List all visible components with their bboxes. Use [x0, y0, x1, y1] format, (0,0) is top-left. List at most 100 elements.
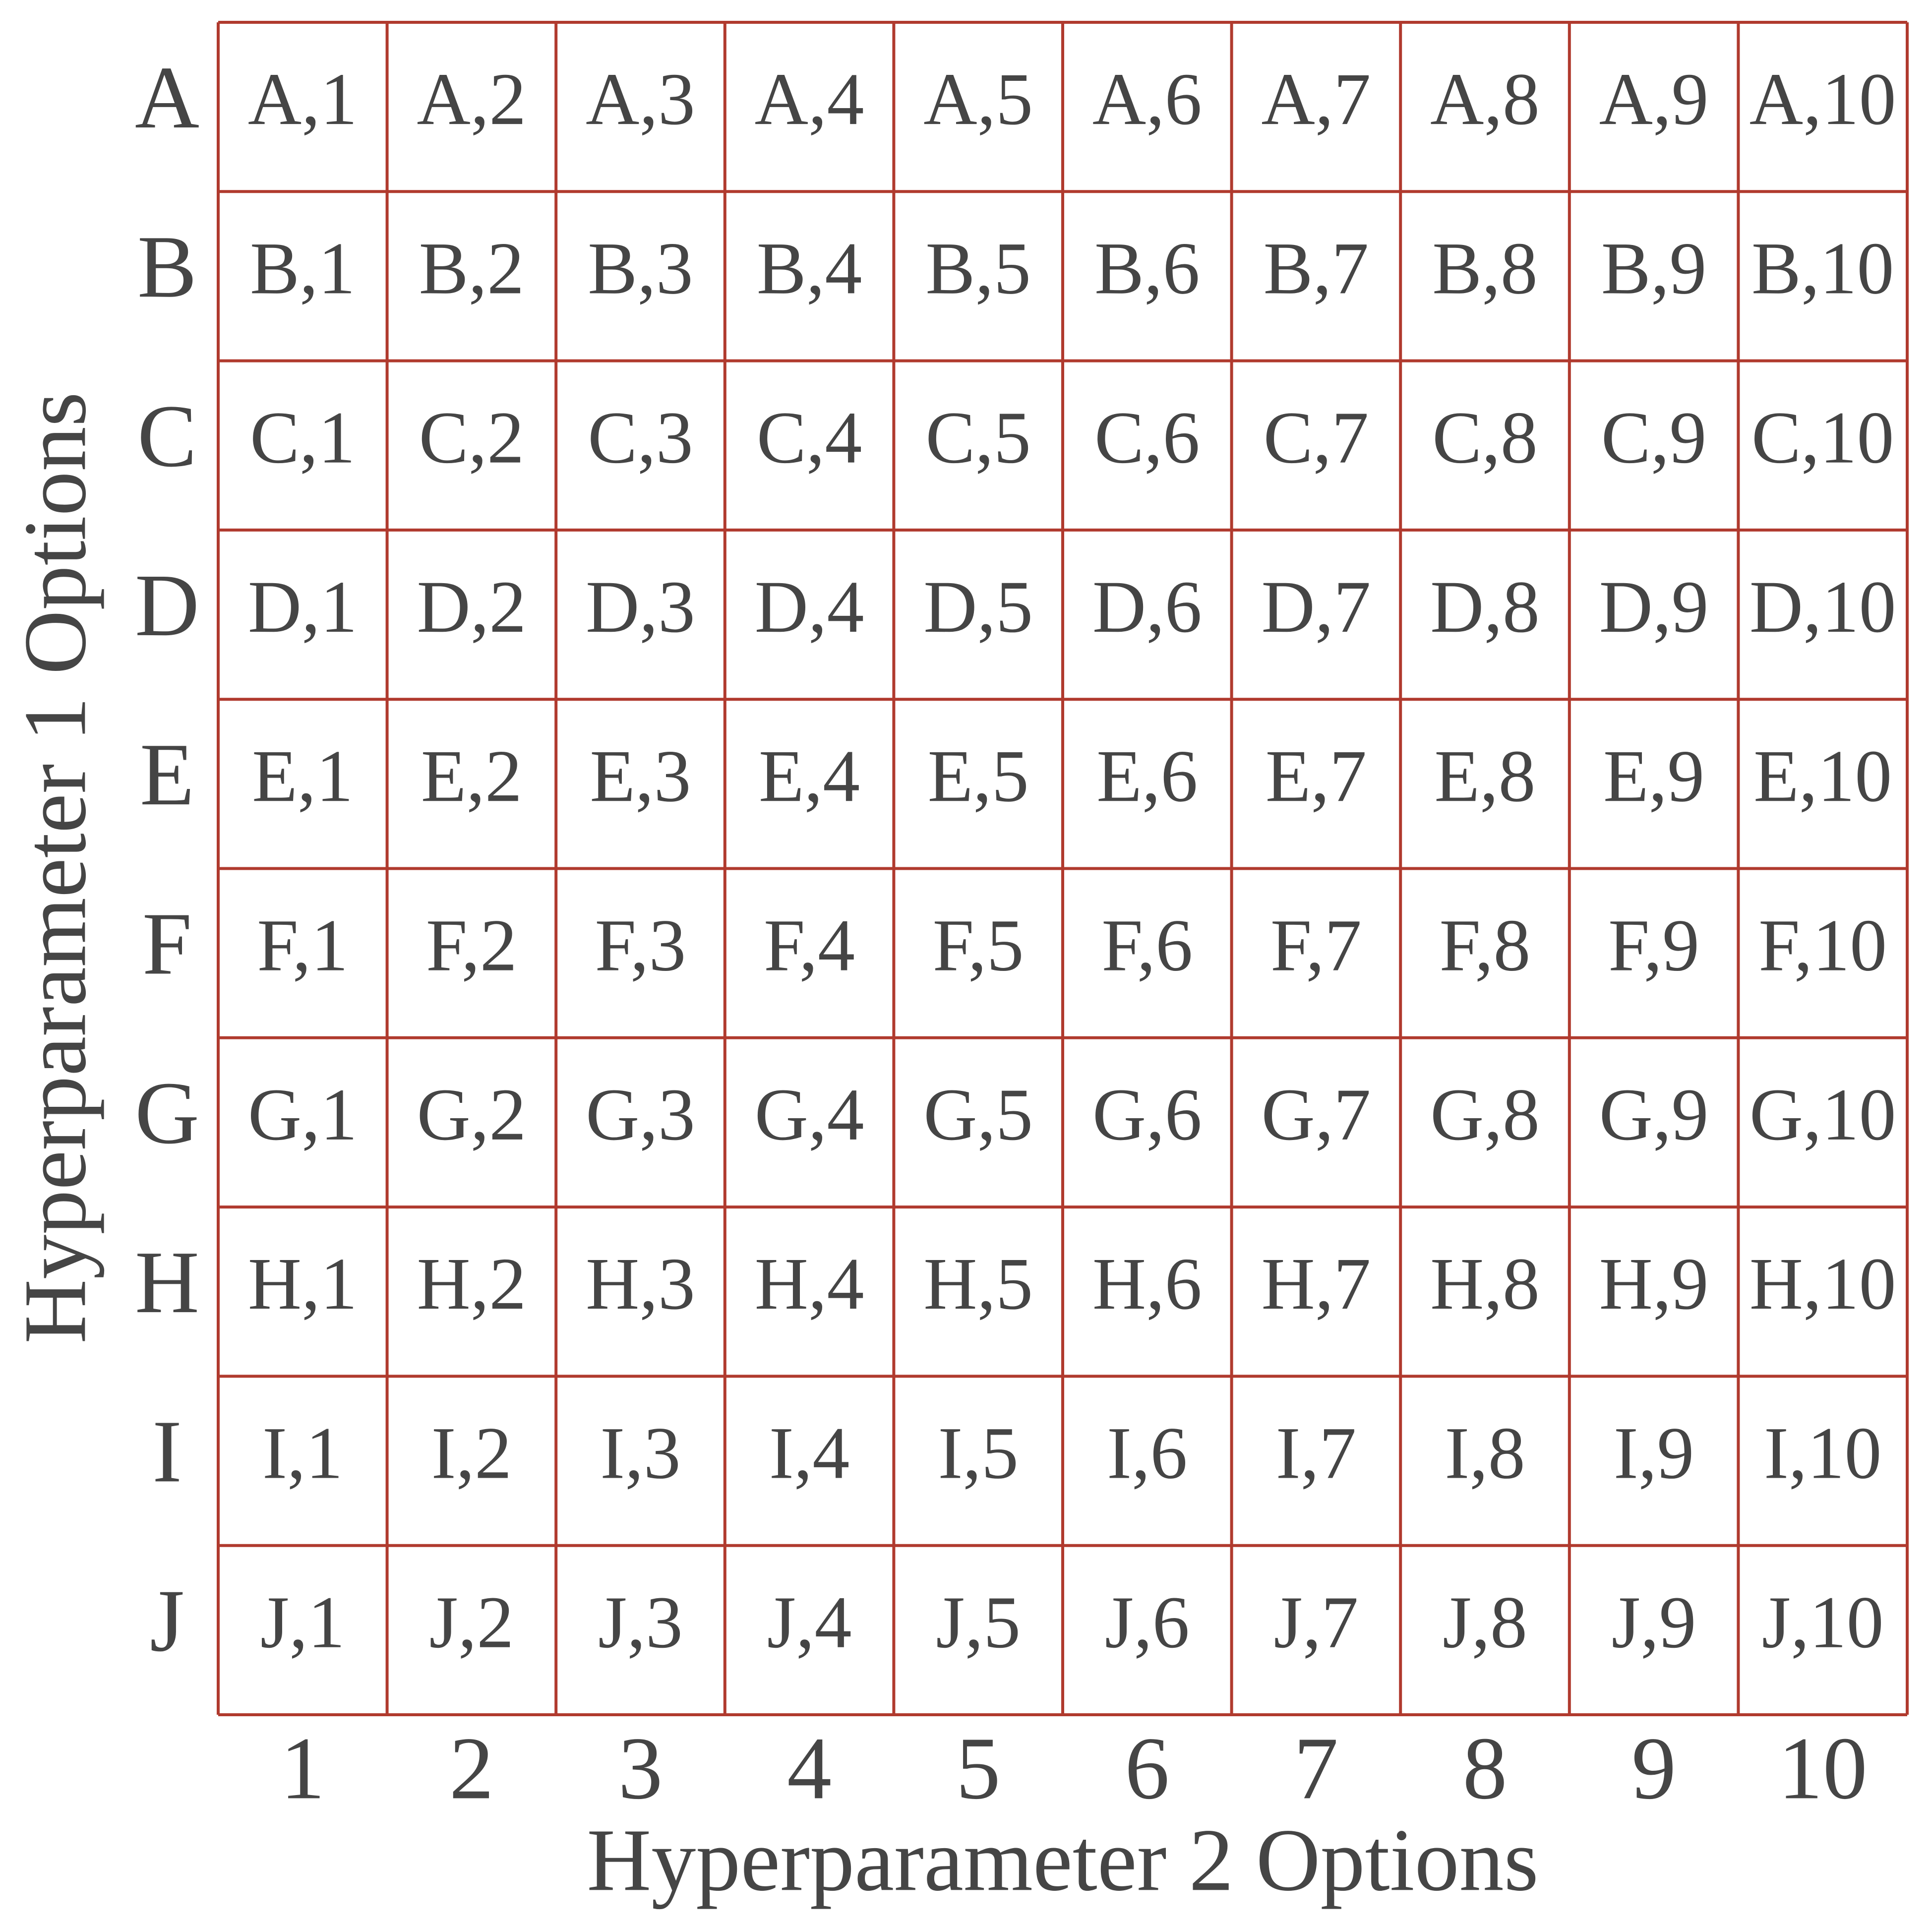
row-label: D [135, 556, 199, 655]
cell-label: A,2 [417, 58, 526, 140]
column-label: 8 [1463, 1719, 1508, 1817]
cell-label: H,4 [755, 1243, 864, 1325]
cell-label: B,3 [588, 227, 693, 309]
cell-label: F,9 [1608, 904, 1699, 987]
row-label: B [137, 217, 197, 316]
cell-label: I,4 [769, 1412, 849, 1494]
cell-label: E,2 [421, 735, 522, 817]
cell-label: A,5 [923, 58, 1033, 140]
cell-label: C,4 [757, 397, 862, 479]
cell-label: J,3 [598, 1581, 683, 1664]
cell-label: B,10 [1751, 227, 1894, 309]
cell-label: J,2 [429, 1581, 514, 1664]
cell-label: A,3 [586, 58, 695, 140]
cell-label: G,2 [417, 1074, 526, 1156]
cell-label: E,7 [1266, 735, 1367, 817]
cell-label: B,6 [1094, 227, 1200, 309]
cell-label: E,6 [1096, 735, 1198, 817]
cell-label: A,4 [755, 58, 864, 140]
cell-label: E,9 [1603, 735, 1704, 817]
cell-label: F,1 [257, 904, 348, 987]
cell-label: J,9 [1612, 1581, 1696, 1664]
cell-label: F,3 [595, 904, 686, 987]
cell-label: I,5 [938, 1412, 1018, 1494]
cell-label: I,2 [431, 1412, 512, 1494]
cell-label: G,1 [248, 1074, 358, 1156]
cell-label: C,2 [419, 397, 525, 479]
cell-label: D,5 [923, 566, 1033, 648]
row-label: E [140, 725, 194, 824]
cell-label: H,9 [1599, 1243, 1709, 1325]
cell-label: I,8 [1445, 1412, 1525, 1494]
cell-label: I,3 [600, 1412, 680, 1494]
cell-label: G,5 [923, 1074, 1033, 1156]
cell-label: H,10 [1750, 1243, 1896, 1325]
cell-label: E,1 [252, 735, 353, 817]
cell-label: H,5 [923, 1243, 1033, 1325]
cell-label: J,1 [260, 1581, 345, 1664]
cell-label: B,8 [1432, 227, 1538, 309]
column-label: 5 [956, 1719, 1001, 1817]
row-label: I [152, 1402, 182, 1501]
cell-label: D,1 [248, 566, 358, 648]
y-axis-title: Hyperparameter 1 Options [5, 392, 104, 1343]
row-label: A [135, 48, 199, 147]
cell-label: D,4 [755, 566, 864, 648]
cell-label: J,8 [1443, 1581, 1527, 1664]
cell-label: B,7 [1264, 227, 1369, 309]
cell-label: F,5 [933, 904, 1024, 987]
cell-label: H,7 [1261, 1243, 1371, 1325]
cell-label: E,5 [928, 735, 1029, 817]
cell-label: F,10 [1758, 904, 1887, 987]
cell-label: G,8 [1430, 1074, 1540, 1156]
cell-label: F,4 [764, 904, 855, 987]
cell-label: D,8 [1430, 566, 1540, 648]
cell-label: D,3 [586, 566, 695, 648]
cell-label: F,7 [1270, 904, 1362, 987]
cell-label: J,6 [1105, 1581, 1190, 1664]
cell-label: J,7 [1273, 1581, 1358, 1664]
column-label: 3 [618, 1719, 663, 1817]
cell-label: C,10 [1751, 397, 1894, 479]
column-label: 7 [1294, 1719, 1338, 1817]
cell-label: H,2 [417, 1243, 526, 1325]
cell-label: J,10 [1762, 1581, 1884, 1664]
column-label: 2 [449, 1719, 494, 1817]
cell-label: A,6 [1092, 58, 1202, 140]
row-label: H [135, 1233, 199, 1331]
column-label: 6 [1125, 1719, 1169, 1817]
row-label: G [135, 1064, 199, 1162]
cell-label: H,3 [586, 1243, 695, 1325]
cell-label: I,6 [1107, 1412, 1187, 1494]
cell-label: B,4 [757, 227, 862, 309]
cell-label: D,7 [1261, 566, 1371, 648]
cell-label: E,8 [1434, 735, 1535, 817]
x-axis-title: Hyperparameter 2 Options [587, 1810, 1538, 1909]
cell-label: H,8 [1430, 1243, 1540, 1325]
cell-label: J,4 [767, 1581, 852, 1664]
cell-label: J,5 [936, 1581, 1021, 1664]
cell-label: F,6 [1101, 904, 1193, 987]
cell-label: B,1 [250, 227, 356, 309]
cell-label: G,9 [1599, 1074, 1709, 1156]
cell-label: G,4 [755, 1074, 864, 1156]
cell-label: D,6 [1092, 566, 1202, 648]
cell-label: C,3 [588, 397, 693, 479]
cell-label: I,1 [262, 1412, 343, 1494]
cell-label: I,10 [1764, 1412, 1881, 1494]
cell-label: A,7 [1261, 58, 1371, 140]
cell-label: D,10 [1750, 566, 1896, 648]
cell-label: C,5 [925, 397, 1031, 479]
cell-label: D,9 [1599, 566, 1709, 648]
cell-label: G,10 [1750, 1074, 1896, 1156]
cell-label: B,2 [419, 227, 525, 309]
cell-label: C,7 [1264, 397, 1369, 479]
cell-label: C,1 [250, 397, 356, 479]
cell-label: B,5 [925, 227, 1031, 309]
cell-label: C,9 [1601, 397, 1707, 479]
row-label: F [142, 894, 192, 993]
cell-label: E,4 [759, 735, 860, 817]
cell-label: I,7 [1276, 1412, 1356, 1494]
